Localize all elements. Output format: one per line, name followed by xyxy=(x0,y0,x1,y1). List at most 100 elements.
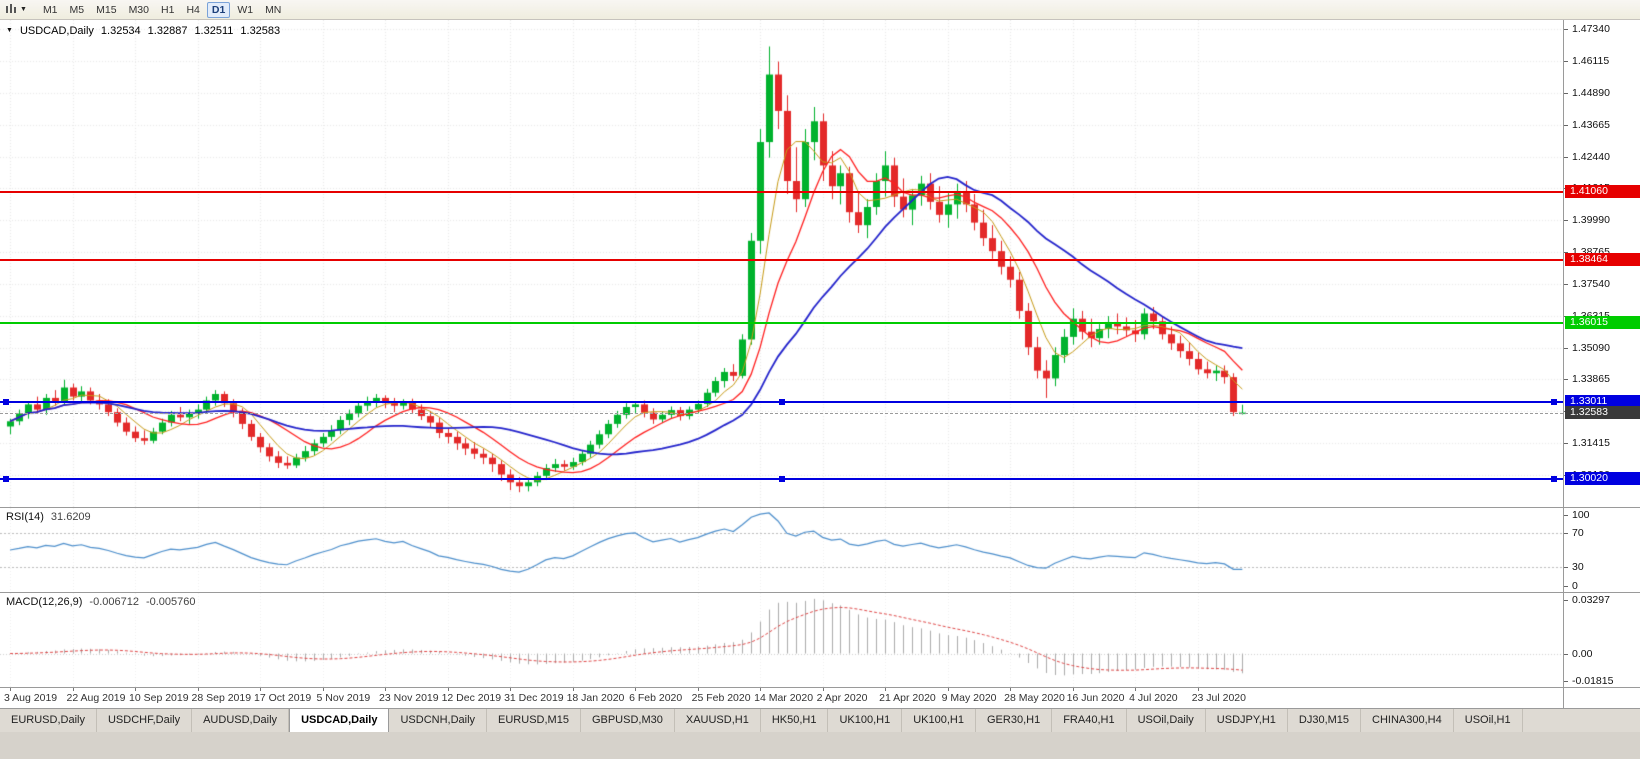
panel-separator[interactable] xyxy=(0,507,1640,508)
date-tick-mark xyxy=(822,688,824,691)
axis-tick-mark xyxy=(1564,61,1568,63)
chart-tab-usoil-h1[interactable]: USOil,H1 xyxy=(1454,709,1523,732)
line-drag-handle[interactable] xyxy=(1551,476,1557,483)
axis-tick-mark xyxy=(1564,533,1568,535)
date-axis-label: 2 Apr 2020 xyxy=(816,692,868,704)
macd-axis-tick: 0.03297 xyxy=(1572,594,1610,606)
line-drag-handle[interactable] xyxy=(3,476,9,483)
current-price-badge: 1.32583 xyxy=(1565,405,1640,419)
date-tick-mark xyxy=(260,688,262,691)
chart-tab-usoil-daily[interactable]: USOil,Daily xyxy=(1127,709,1206,732)
rsi-axis-tick: 70 xyxy=(1572,527,1584,540)
date-axis-label: 9 May 2020 xyxy=(941,692,997,704)
bar-chart-icon xyxy=(5,3,18,17)
chart-tabs-bar: EURUSD,Daily USDCHF,Daily AUDUSD,Daily USDC… xyxy=(0,708,1640,732)
rsi-header: RSI(14) 31.6209 xyxy=(6,511,91,523)
date-tick-mark xyxy=(385,688,387,691)
rsi-axis-tick: 30 xyxy=(1572,560,1584,573)
axis-tick-mark xyxy=(1564,156,1568,158)
panel-separator xyxy=(0,687,1640,688)
date-tick-mark xyxy=(697,688,699,691)
price-axis-tick: 1.47340 xyxy=(1572,23,1610,36)
rsi-axis-tick: 100 xyxy=(1572,509,1590,521)
price-level-badge: 1.33011 xyxy=(1565,394,1640,408)
rsi-axis-tick: 0 xyxy=(1572,580,1578,592)
timeframe-button-h4[interactable]: H4 xyxy=(186,3,200,16)
date-axis-label: 22 Aug 2019 xyxy=(66,692,126,704)
chart-tab-hk50-h1[interactable]: HK50,H1 xyxy=(761,709,829,732)
price-axis-tick: 1.35090 xyxy=(1572,341,1610,354)
axis-tick-mark xyxy=(1564,347,1568,349)
macd-indicator-canvas[interactable] xyxy=(0,593,1563,687)
timeframe-button-w1[interactable]: W1 xyxy=(237,3,254,16)
rsi-indicator-canvas[interactable] xyxy=(0,508,1563,592)
timeframe-button-m15[interactable]: M15 xyxy=(96,3,117,16)
axis-tick-mark xyxy=(1564,92,1568,94)
timeframe-buttons-group: M1 M5 M15 M30 H1 H4 D1 W1 MN xyxy=(37,0,287,19)
macd-label: MACD(12,26,9) xyxy=(6,596,83,608)
date-axis-label: 28 May 2020 xyxy=(1004,692,1065,704)
axis-tick-mark xyxy=(1564,124,1568,126)
chart-tab-gbpusd-m30[interactable]: GBPUSD,M30 xyxy=(581,709,675,732)
ohlc-low: 1.32511 xyxy=(194,25,234,37)
chart-tab-usdcnh-daily[interactable]: USDCNH,Daily xyxy=(389,709,488,732)
date-tick-mark xyxy=(447,688,449,691)
timeframe-button-m30[interactable]: M30 xyxy=(128,3,149,16)
chart-tab-usdcad-daily[interactable]: USDCAD,Daily xyxy=(289,709,390,732)
date-tick-mark xyxy=(947,688,949,691)
timeframe-button-d1[interactable]: D1 xyxy=(206,1,231,18)
chart-tab-usdchf-daily[interactable]: USDCHF,Daily xyxy=(97,709,193,732)
chart-tab-uk100-h1[interactable]: UK100,H1 xyxy=(828,709,903,732)
timeframe-button-m1[interactable]: M1 xyxy=(42,3,58,16)
timeframe-toolbar: ▼ M1 M5 M15 M30 H1 H4 D1 W1 MN xyxy=(0,0,1640,20)
date-axis-label: 3 Aug 2019 xyxy=(4,692,58,704)
axis-tick-mark xyxy=(1564,315,1568,317)
chart-type-dropdown-button[interactable]: ▼ xyxy=(5,3,27,17)
price-axis[interactable]: 1.473401.461151.448901.436651.424401.412… xyxy=(1563,20,1640,708)
date-axis[interactable]: 3 Aug 2019 22 Aug 2019 10 Sep 2019 28 Sep 2… xyxy=(0,688,1563,708)
one-click-trading-icon[interactable]: ▼ xyxy=(6,27,13,34)
ohlc-high: 1.32887 xyxy=(147,25,188,37)
axis-tick-mark xyxy=(1564,586,1568,587)
chart-tab-dj30-m15[interactable]: DJ30,M15 xyxy=(1288,709,1362,732)
chart-tab-eurusd-daily[interactable]: EURUSD,Daily xyxy=(0,709,97,732)
date-tick-mark xyxy=(760,688,762,691)
rsi-label: RSI(14) xyxy=(6,511,44,523)
chart-tab-eurusd-m15[interactable]: EURUSD,M15 xyxy=(487,709,581,732)
panel-separator[interactable] xyxy=(0,592,1640,593)
chart-tab-fra40-h1[interactable]: FRA40,H1 xyxy=(1052,709,1127,732)
line-drag-handle[interactable] xyxy=(779,398,785,405)
chart-tab-uk100-h1[interactable]: UK100,H1 xyxy=(902,709,976,732)
date-axis-label: 17 Oct 2019 xyxy=(254,692,312,704)
axis-tick-mark xyxy=(1564,442,1568,444)
line-drag-handle[interactable] xyxy=(1551,398,1557,405)
chart-tab-china300-h4[interactable]: CHINA300,H4 xyxy=(1361,709,1454,732)
axis-tick-mark xyxy=(1564,681,1568,682)
macd-header: MACD(12,26,9) -0.006712 -0.005760 xyxy=(6,596,196,608)
chart-tab-usdjpy-h1[interactable]: USDJPY,H1 xyxy=(1206,709,1288,732)
price-axis-tick: 1.43665 xyxy=(1572,118,1610,131)
date-axis-label: 6 Feb 2020 xyxy=(629,692,683,704)
price-level-badge: 1.36015 xyxy=(1565,316,1640,330)
price-axis-tick: 1.39990 xyxy=(1572,214,1610,227)
date-axis-label: 28 Sep 2019 xyxy=(191,692,252,704)
line-drag-handle[interactable] xyxy=(779,476,785,483)
date-axis-label: 21 Apr 2020 xyxy=(879,692,936,704)
horizontal-line-1.36015[interactable] xyxy=(0,322,1563,325)
chevron-down-icon: ▼ xyxy=(20,6,27,13)
chart-tab-audusd-daily[interactable]: AUDUSD,Daily xyxy=(192,709,290,732)
timeframe-button-m5[interactable]: M5 xyxy=(69,3,85,16)
date-axis-label: 23 Jul 2020 xyxy=(1191,692,1246,704)
chart-tab-ger30-h1[interactable]: GER30,H1 xyxy=(976,709,1053,732)
date-tick-mark xyxy=(572,688,574,691)
price-chart-canvas[interactable] xyxy=(0,20,1563,507)
timeframe-button-mn[interactable]: MN xyxy=(265,3,282,16)
date-axis-label: 12 Dec 2019 xyxy=(441,692,502,704)
date-tick-mark xyxy=(510,688,512,691)
horizontal-line-1.38464[interactable] xyxy=(0,258,1563,261)
timeframe-button-h1[interactable]: H1 xyxy=(161,3,175,16)
axis-tick-mark xyxy=(1564,252,1568,254)
line-drag-handle[interactable] xyxy=(3,398,9,405)
chart-tab-xauusd-h1[interactable]: XAUUSD,H1 xyxy=(675,709,761,732)
horizontal-line-1.41060[interactable] xyxy=(0,191,1563,194)
